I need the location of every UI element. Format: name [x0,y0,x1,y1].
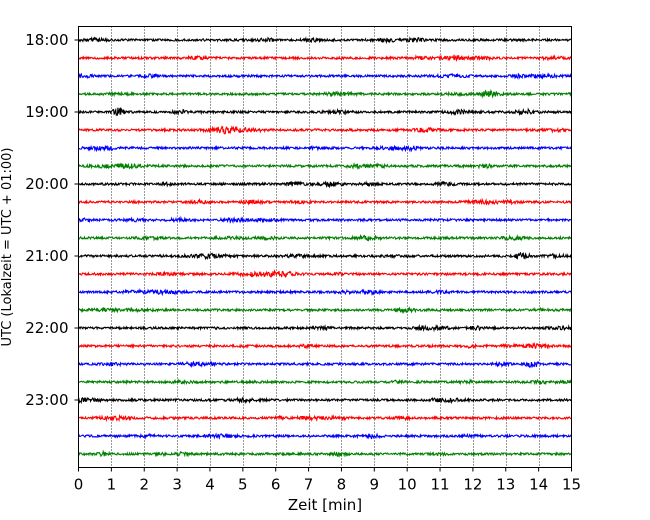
trace-group [77,36,573,458]
x-tick-label: 3 [172,476,182,494]
x-tick-label: 11 [430,476,449,494]
y-tick-label: 21:00 [25,247,68,265]
trace-2030 [77,215,572,224]
trace-2145 [78,306,572,314]
trace-2015 [78,197,573,206]
x-tick-label: 4 [205,476,215,494]
y-tick-label: 22:00 [25,319,68,337]
y-axis: 18:00 19:00 20:00 21:00 22:00 23:00 [25,31,79,409]
trace-1900 [78,107,572,117]
trace-1930 [78,144,572,153]
trace-2100 [78,251,573,261]
trace-2200 [77,323,573,333]
x-tick-label: 13 [496,476,515,494]
y-tick-label: 23:00 [25,391,68,409]
x-tick-label: 1 [107,476,117,494]
trace-2045 [78,233,572,242]
x-tick-label: 8 [337,476,347,494]
y-tick-label: 19:00 [25,103,68,121]
y-axis-label: UTC (Lokalzeit = UTC + 01:00) [0,148,15,347]
trace-1845 [78,88,572,99]
trace-2315 [78,413,572,423]
x-tick-label: 7 [304,476,314,494]
trace-1915 [77,125,572,135]
plot-area-background [78,26,572,468]
trace-2345 [78,449,572,458]
x-tick-label: 14 [529,476,548,494]
y-tick-label: 18:00 [25,31,68,49]
trace-1830 [78,72,572,80]
x-axis-label: Zeit [min] [288,496,362,514]
x-tick-label: 12 [463,476,482,494]
x-axis: 0 1 2 3 4 5 6 7 8 9 10 11 12 13 14 15 [74,467,581,494]
trace-2115 [78,269,572,279]
trace-2215 [78,341,572,350]
trace-1815 [78,54,572,63]
trace-2330 [77,432,573,440]
trace-1945 [78,161,572,170]
x-tick-label: 15 [562,476,581,494]
x-tick-label: 0 [74,476,84,494]
x-tick-label: 5 [238,476,248,494]
plot-frame [78,26,572,468]
trace-2130 [78,287,573,297]
trace-2230 [78,360,572,369]
x-tick-label: 10 [398,476,417,494]
x-tick-label: 2 [139,476,149,494]
y-tick-label: 20:00 [25,175,68,193]
trace-1800 [78,36,572,45]
x-tick-label: 9 [370,476,380,494]
x-tick-label: 6 [271,476,281,494]
trace-2300 [77,396,572,405]
trace-2000 [78,180,572,189]
trace-2245 [78,378,573,386]
